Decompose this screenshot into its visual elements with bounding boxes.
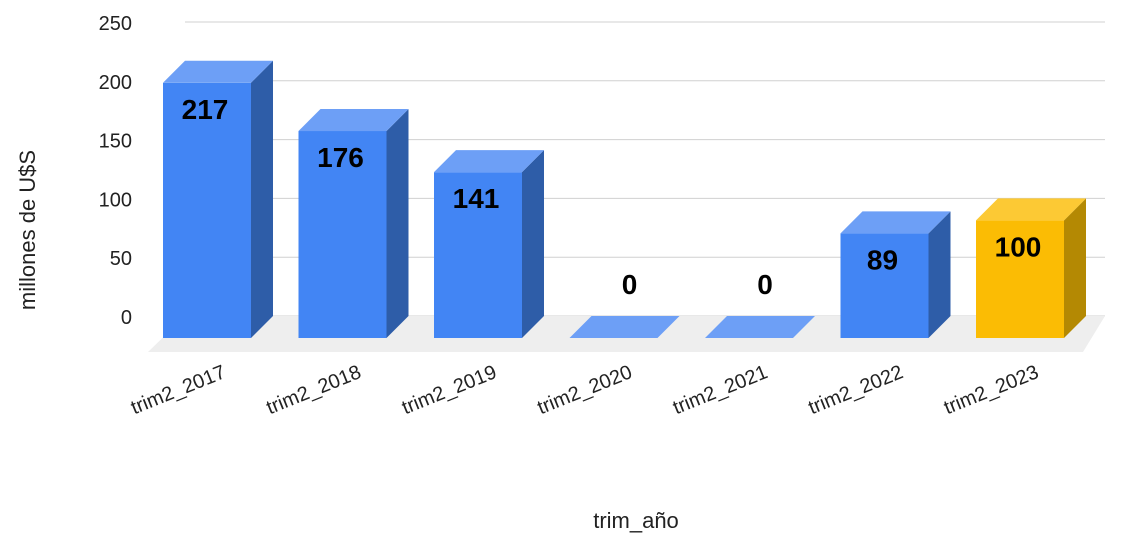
y-tick-label: 100 bbox=[99, 189, 132, 211]
x-tick-label: trim2_2019 bbox=[399, 361, 500, 419]
bar-front bbox=[434, 172, 522, 338]
data-label: 176 bbox=[317, 142, 364, 173]
x-tick-label: trim2_2022 bbox=[805, 361, 906, 419]
bar-side bbox=[251, 60, 273, 339]
y-tick-label: 200 bbox=[99, 72, 132, 94]
y-tick-label: 150 bbox=[99, 131, 132, 153]
bar-front bbox=[298, 131, 387, 338]
bar bbox=[705, 316, 815, 338]
data-label: 89 bbox=[867, 244, 898, 275]
bar bbox=[569, 316, 680, 338]
bar-top bbox=[434, 150, 544, 173]
bar bbox=[163, 60, 273, 339]
bar-side bbox=[386, 109, 409, 338]
x-tick-label: trim2_2021 bbox=[670, 361, 771, 419]
bar-front bbox=[163, 82, 251, 338]
data-label: 100 bbox=[995, 231, 1042, 262]
data-label: 0 bbox=[757, 269, 773, 300]
data-label: 217 bbox=[182, 94, 229, 125]
bar-front bbox=[976, 220, 1064, 338]
y-tick-label: 250 bbox=[99, 13, 132, 35]
x-axis-ticks: trim2_2017 trim2_2018 trim2_2019 trim2_2020… bbox=[128, 361, 1042, 419]
data-label: 141 bbox=[453, 183, 500, 214]
bar-top bbox=[840, 211, 951, 234]
bar-top bbox=[705, 316, 815, 338]
data-label: 0 bbox=[622, 269, 638, 300]
x-tick-label: trim2_2018 bbox=[263, 361, 364, 419]
bar-front bbox=[840, 233, 929, 338]
x-tick-label: trim2_2020 bbox=[534, 361, 635, 419]
bar-side bbox=[928, 211, 951, 338]
x-tick-label: trim2_2023 bbox=[941, 361, 1042, 419]
data-labels: 217 176 141 0 0 89 100 bbox=[182, 94, 1042, 300]
x-tick-label: trim2_2017 bbox=[128, 361, 229, 419]
bars bbox=[163, 60, 1086, 339]
bar-top bbox=[976, 198, 1086, 221]
bar-top bbox=[298, 109, 409, 132]
bar-side bbox=[1064, 198, 1086, 338]
bar bbox=[434, 150, 544, 338]
y-axis-title: millones de U$S bbox=[15, 150, 40, 310]
bar-side bbox=[522, 150, 544, 338]
bar bbox=[840, 211, 951, 338]
bar bbox=[976, 198, 1086, 338]
y-tick-label: 0 bbox=[121, 307, 132, 329]
bar bbox=[298, 109, 409, 338]
y-tick-label: 50 bbox=[110, 248, 132, 270]
x-axis-title: trim_año bbox=[593, 508, 679, 533]
bar-top bbox=[163, 60, 273, 83]
y-axis-ticks: 0 50 100 150 200 250 bbox=[99, 13, 132, 329]
bar-top bbox=[569, 316, 680, 338]
